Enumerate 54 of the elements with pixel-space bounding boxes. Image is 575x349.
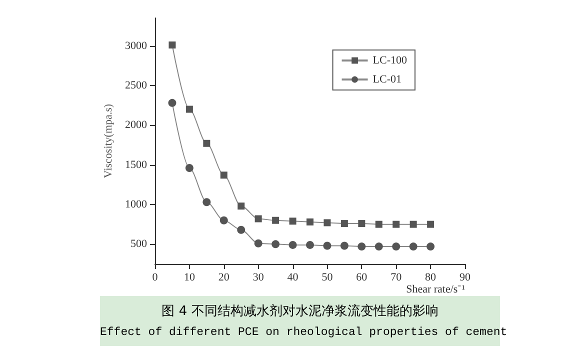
point — [203, 140, 210, 147]
point — [238, 202, 245, 210]
y-tick-label: 2000 — [125, 119, 148, 132]
point — [409, 242, 418, 251]
point — [185, 164, 194, 172]
x-tick-label: 20 — [218, 272, 230, 284]
text: Effect of different PCE on rheological properties of cement — [100, 326, 508, 339]
x-tick-label: 60 — [356, 272, 368, 284]
caption: 图 4 不同结构减水剂对水泥净浆流变性能的影响 — [160, 303, 440, 320]
legend-label: LC-01 — [372, 74, 402, 86]
point — [427, 220, 434, 228]
y-tick-label: 3000 — [125, 40, 148, 52]
point — [340, 220, 348, 228]
x-tick-label: 30 — [252, 272, 264, 284]
point — [306, 240, 314, 249]
point — [186, 106, 193, 113]
y-tick-label: 1000 — [125, 198, 148, 210]
x-tick-label: 80 — [425, 272, 437, 284]
point — [168, 98, 176, 107]
point — [220, 172, 228, 179]
point — [254, 215, 262, 222]
point — [202, 198, 211, 206]
point — [272, 240, 280, 248]
x-axis-title: Shear rate/s⁻¹ — [406, 284, 465, 296]
y-tick-label: 2500 — [125, 79, 148, 92]
point — [374, 242, 383, 251]
y-axis-title: Viscosity(mpa.s) — [102, 104, 115, 178]
point — [237, 226, 246, 234]
point — [410, 220, 417, 228]
point — [306, 218, 314, 226]
point — [272, 216, 280, 224]
point — [340, 242, 348, 250]
y-tick-label: 500 — [130, 238, 148, 250]
x-tick-label: 90 — [460, 272, 471, 284]
point — [288, 240, 297, 249]
x-tick-label: 50 — [322, 272, 334, 284]
x-tick-label: 10 — [184, 272, 196, 284]
point — [324, 219, 331, 226]
point — [392, 220, 400, 228]
point — [375, 220, 382, 228]
point — [254, 239, 262, 248]
point — [168, 41, 176, 48]
y-tick-label: 1500 — [125, 158, 148, 171]
legend-label: LC-100 — [372, 54, 408, 66]
point — [323, 242, 332, 250]
x-tick-label: 0 — [152, 272, 158, 284]
point — [289, 218, 296, 225]
x-tick-label: 70 — [390, 272, 402, 284]
point — [392, 242, 400, 251]
point — [358, 242, 366, 251]
point — [426, 242, 435, 251]
point — [220, 216, 228, 224]
x-tick-label: 40 — [287, 272, 299, 284]
point — [358, 220, 366, 228]
